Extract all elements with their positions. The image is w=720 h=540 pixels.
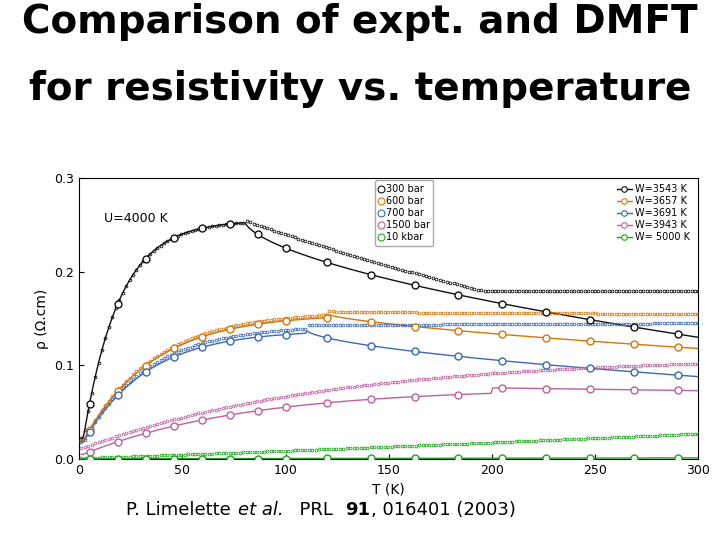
Text: U=4000 K: U=4000 K	[104, 212, 168, 225]
Text: for resistivity vs. temperature: for resistivity vs. temperature	[29, 70, 691, 108]
Text: P. Limelette: P. Limelette	[126, 501, 236, 519]
Text: , 016401 (2003): , 016401 (2003)	[371, 501, 516, 519]
Y-axis label: ρ (Ω.cm): ρ (Ω.cm)	[35, 288, 49, 349]
Text: PRL: PRL	[288, 501, 338, 519]
Text: et al.: et al.	[238, 501, 283, 519]
X-axis label: T (K): T (K)	[372, 482, 405, 496]
Text: 91: 91	[346, 501, 371, 519]
Legend: W=3543 K, W=3657 K, W=3691 K, W=3943 K, W= 5000 K: W=3543 K, W=3657 K, W=3691 K, W=3943 K, …	[613, 180, 693, 246]
Text: Comparison of expt. and DMFT: Comparison of expt. and DMFT	[22, 3, 698, 40]
